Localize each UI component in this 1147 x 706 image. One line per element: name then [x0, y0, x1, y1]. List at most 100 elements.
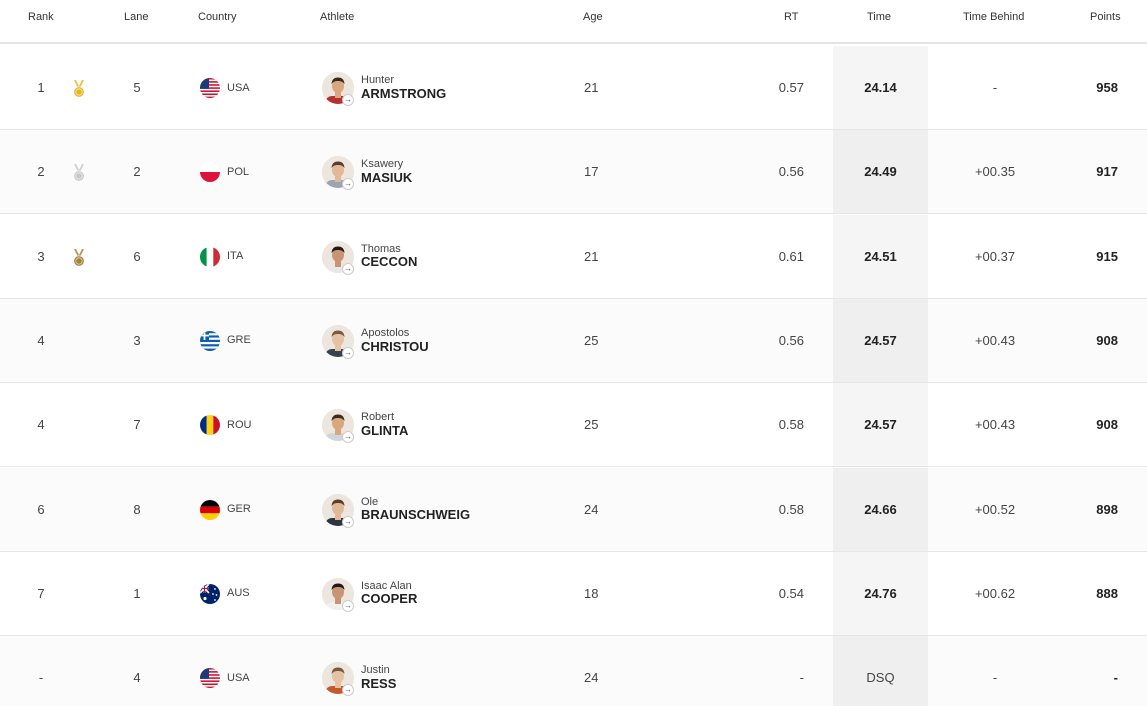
results-table-header: Rank Lane Country Athlete Age RT Time Ti… [0, 0, 1147, 44]
rank-value: 4 [37, 332, 45, 348]
rank-value: 6 [37, 501, 45, 517]
points-value: 888 [1096, 585, 1118, 601]
lane-value: 3 [133, 332, 141, 348]
arrow-right-icon[interactable]: → [342, 94, 354, 106]
table-row[interactable]: 7 1 AUS → Isaac Alan COOPER 18 0.54 24.76 +00.62 8… [0, 551, 1147, 636]
athlete-name[interactable]: Robert GLINTA [361, 411, 408, 439]
arrow-right-icon[interactable]: → [342, 262, 354, 275]
time-value: 24.51 [864, 248, 897, 264]
header-rt[interactable]: RT [784, 11, 799, 23]
germany-flag-icon [200, 499, 220, 520]
rt-value: 0.58 [778, 501, 804, 517]
athlete-last-name: BRAUNSCHWEIG [361, 507, 471, 523]
lane-value: 1 [133, 585, 141, 601]
country-code[interactable]: POL [227, 165, 250, 178]
gold-medal-icon [71, 80, 87, 98]
arrow-right-icon[interactable]: → [342, 515, 354, 528]
country-code[interactable]: ITA [227, 250, 244, 263]
arrow-right-icon[interactable]: → [342, 431, 354, 444]
lane-value: 7 [133, 417, 141, 433]
athlete-name[interactable]: Ksawery MASIUK [361, 158, 412, 186]
athlete-first-name: Hunter [361, 74, 395, 86]
time-behind-value: - [992, 670, 998, 686]
table-row[interactable]: 4 3 GRE → Apostolos CHRISTOU 25 0.56 24.57 +00.43… [0, 298, 1147, 383]
points-value: 958 [1096, 80, 1118, 95]
rt-value: 0.61 [778, 248, 804, 264]
arrow-right-icon[interactable]: → [342, 684, 354, 697]
time-value: 24.76 [864, 585, 897, 601]
header-points[interactable]: Points [1090, 11, 1121, 23]
arrow-right-icon[interactable]: → [342, 178, 354, 191]
header-time-behind[interactable]: Time Behind [963, 11, 1025, 23]
rank-value: 2 [37, 164, 45, 180]
athlete-first-name: Ksawery [361, 158, 404, 171]
age-value: 25 [584, 417, 599, 433]
rt-value: - [799, 670, 804, 686]
athlete-last-name: CHRISTOU [361, 338, 429, 354]
rank-value: 7 [37, 585, 45, 601]
athlete-first-name: Thomas [361, 242, 401, 255]
time-behind-value: +00.43 [974, 417, 1016, 433]
rank-value: 1 [37, 80, 45, 95]
country-code[interactable]: ROU [227, 418, 252, 431]
lane-value: 6 [133, 248, 141, 264]
rank-value: 4 [37, 417, 45, 433]
table-row[interactable]: 2 2 POL → Ksawery MASIUK 17 0.56 24.49 +00.35 917 [0, 130, 1147, 215]
time-behind-value: +00.62 [974, 585, 1016, 601]
time-value: 24.66 [864, 501, 897, 517]
bronze-medal-icon [71, 248, 87, 267]
athlete-last-name: ARMSTRONG [361, 85, 447, 101]
athlete-name[interactable]: Justin RESS [361, 664, 396, 692]
country-code[interactable]: USA [227, 81, 250, 94]
athlete-name[interactable]: Thomas CECCON [361, 243, 417, 271]
country-code[interactable]: GRE [227, 334, 251, 347]
athlete-name[interactable]: Isaac Alan COOPER [361, 580, 417, 608]
points-value: 908 [1096, 417, 1118, 433]
athlete-avatar[interactable] [322, 156, 354, 189]
time-column-highlight [833, 298, 928, 382]
arrow-right-icon[interactable]: → [342, 346, 354, 359]
athlete-first-name: Apostolos [361, 326, 410, 339]
time-value: 24.49 [864, 164, 897, 180]
lane-value: 4 [133, 670, 141, 686]
header-lane[interactable]: Lane [124, 11, 149, 23]
rt-value: 0.57 [778, 80, 804, 95]
country-code[interactable]: GER [227, 503, 251, 515]
age-value: 21 [584, 248, 599, 264]
header-rank[interactable]: Rank [28, 11, 54, 23]
country-code[interactable]: AUS [227, 587, 250, 600]
time-column-highlight [833, 46, 928, 129]
usa-flag-icon [200, 78, 220, 98]
table-row[interactable]: - 4 USA → Justin RESS 24 - DSQ - - [0, 636, 1147, 706]
australia-flag-icon [200, 583, 220, 604]
header-time[interactable]: Time [867, 11, 892, 23]
header-age[interactable]: Age [583, 11, 603, 23]
athlete-first-name: Isaac Alan [361, 579, 412, 592]
athlete-last-name: CECCON [361, 254, 418, 270]
athlete-last-name: GLINTA [361, 422, 409, 438]
time-behind-value: +00.52 [974, 501, 1016, 517]
time-value: DSQ [866, 670, 895, 686]
rt-value: 0.56 [778, 332, 804, 348]
header-country[interactable]: Country [198, 11, 237, 23]
country-code[interactable]: USA [227, 671, 250, 684]
athlete-avatar[interactable] [322, 240, 354, 273]
header-athlete[interactable]: Athlete [320, 11, 355, 23]
athlete-last-name: RESS [361, 675, 397, 691]
romania-flag-icon [200, 415, 220, 436]
age-value: 24 [584, 501, 599, 517]
arrow-right-icon[interactable]: → [342, 599, 354, 612]
table-row[interactable]: 3 6 ITA → Thomas CECCON 21 0.61 24.51 +00.37 915 [0, 214, 1147, 299]
rt-value: 0.54 [778, 585, 804, 601]
athlete-name[interactable]: Apostolos CHRISTOU [361, 327, 429, 355]
athlete-name[interactable]: Hunter ARMSTRONG [361, 74, 446, 102]
time-behind-value: +00.43 [974, 332, 1016, 348]
table-row[interactable]: 6 8 GER → Ole BRAUNSCHWEIG 24 0.58 24.66 +00.52 89… [0, 467, 1147, 552]
rank-value: - [38, 670, 44, 686]
athlete-name[interactable]: Ole BRAUNSCHWEIG [361, 496, 470, 524]
time-column-highlight [833, 636, 928, 706]
table-row[interactable]: 1 5 USA → Hunter ARMSTRONG 21 0.57 24.14 - 958 [0, 46, 1147, 130]
time-behind-value: +00.35 [974, 164, 1016, 180]
time-column-highlight [833, 551, 928, 635]
table-row[interactable]: 4 7 ROU → Robert GLINTA 25 0.58 24.57 +00.43 908 [0, 383, 1147, 468]
